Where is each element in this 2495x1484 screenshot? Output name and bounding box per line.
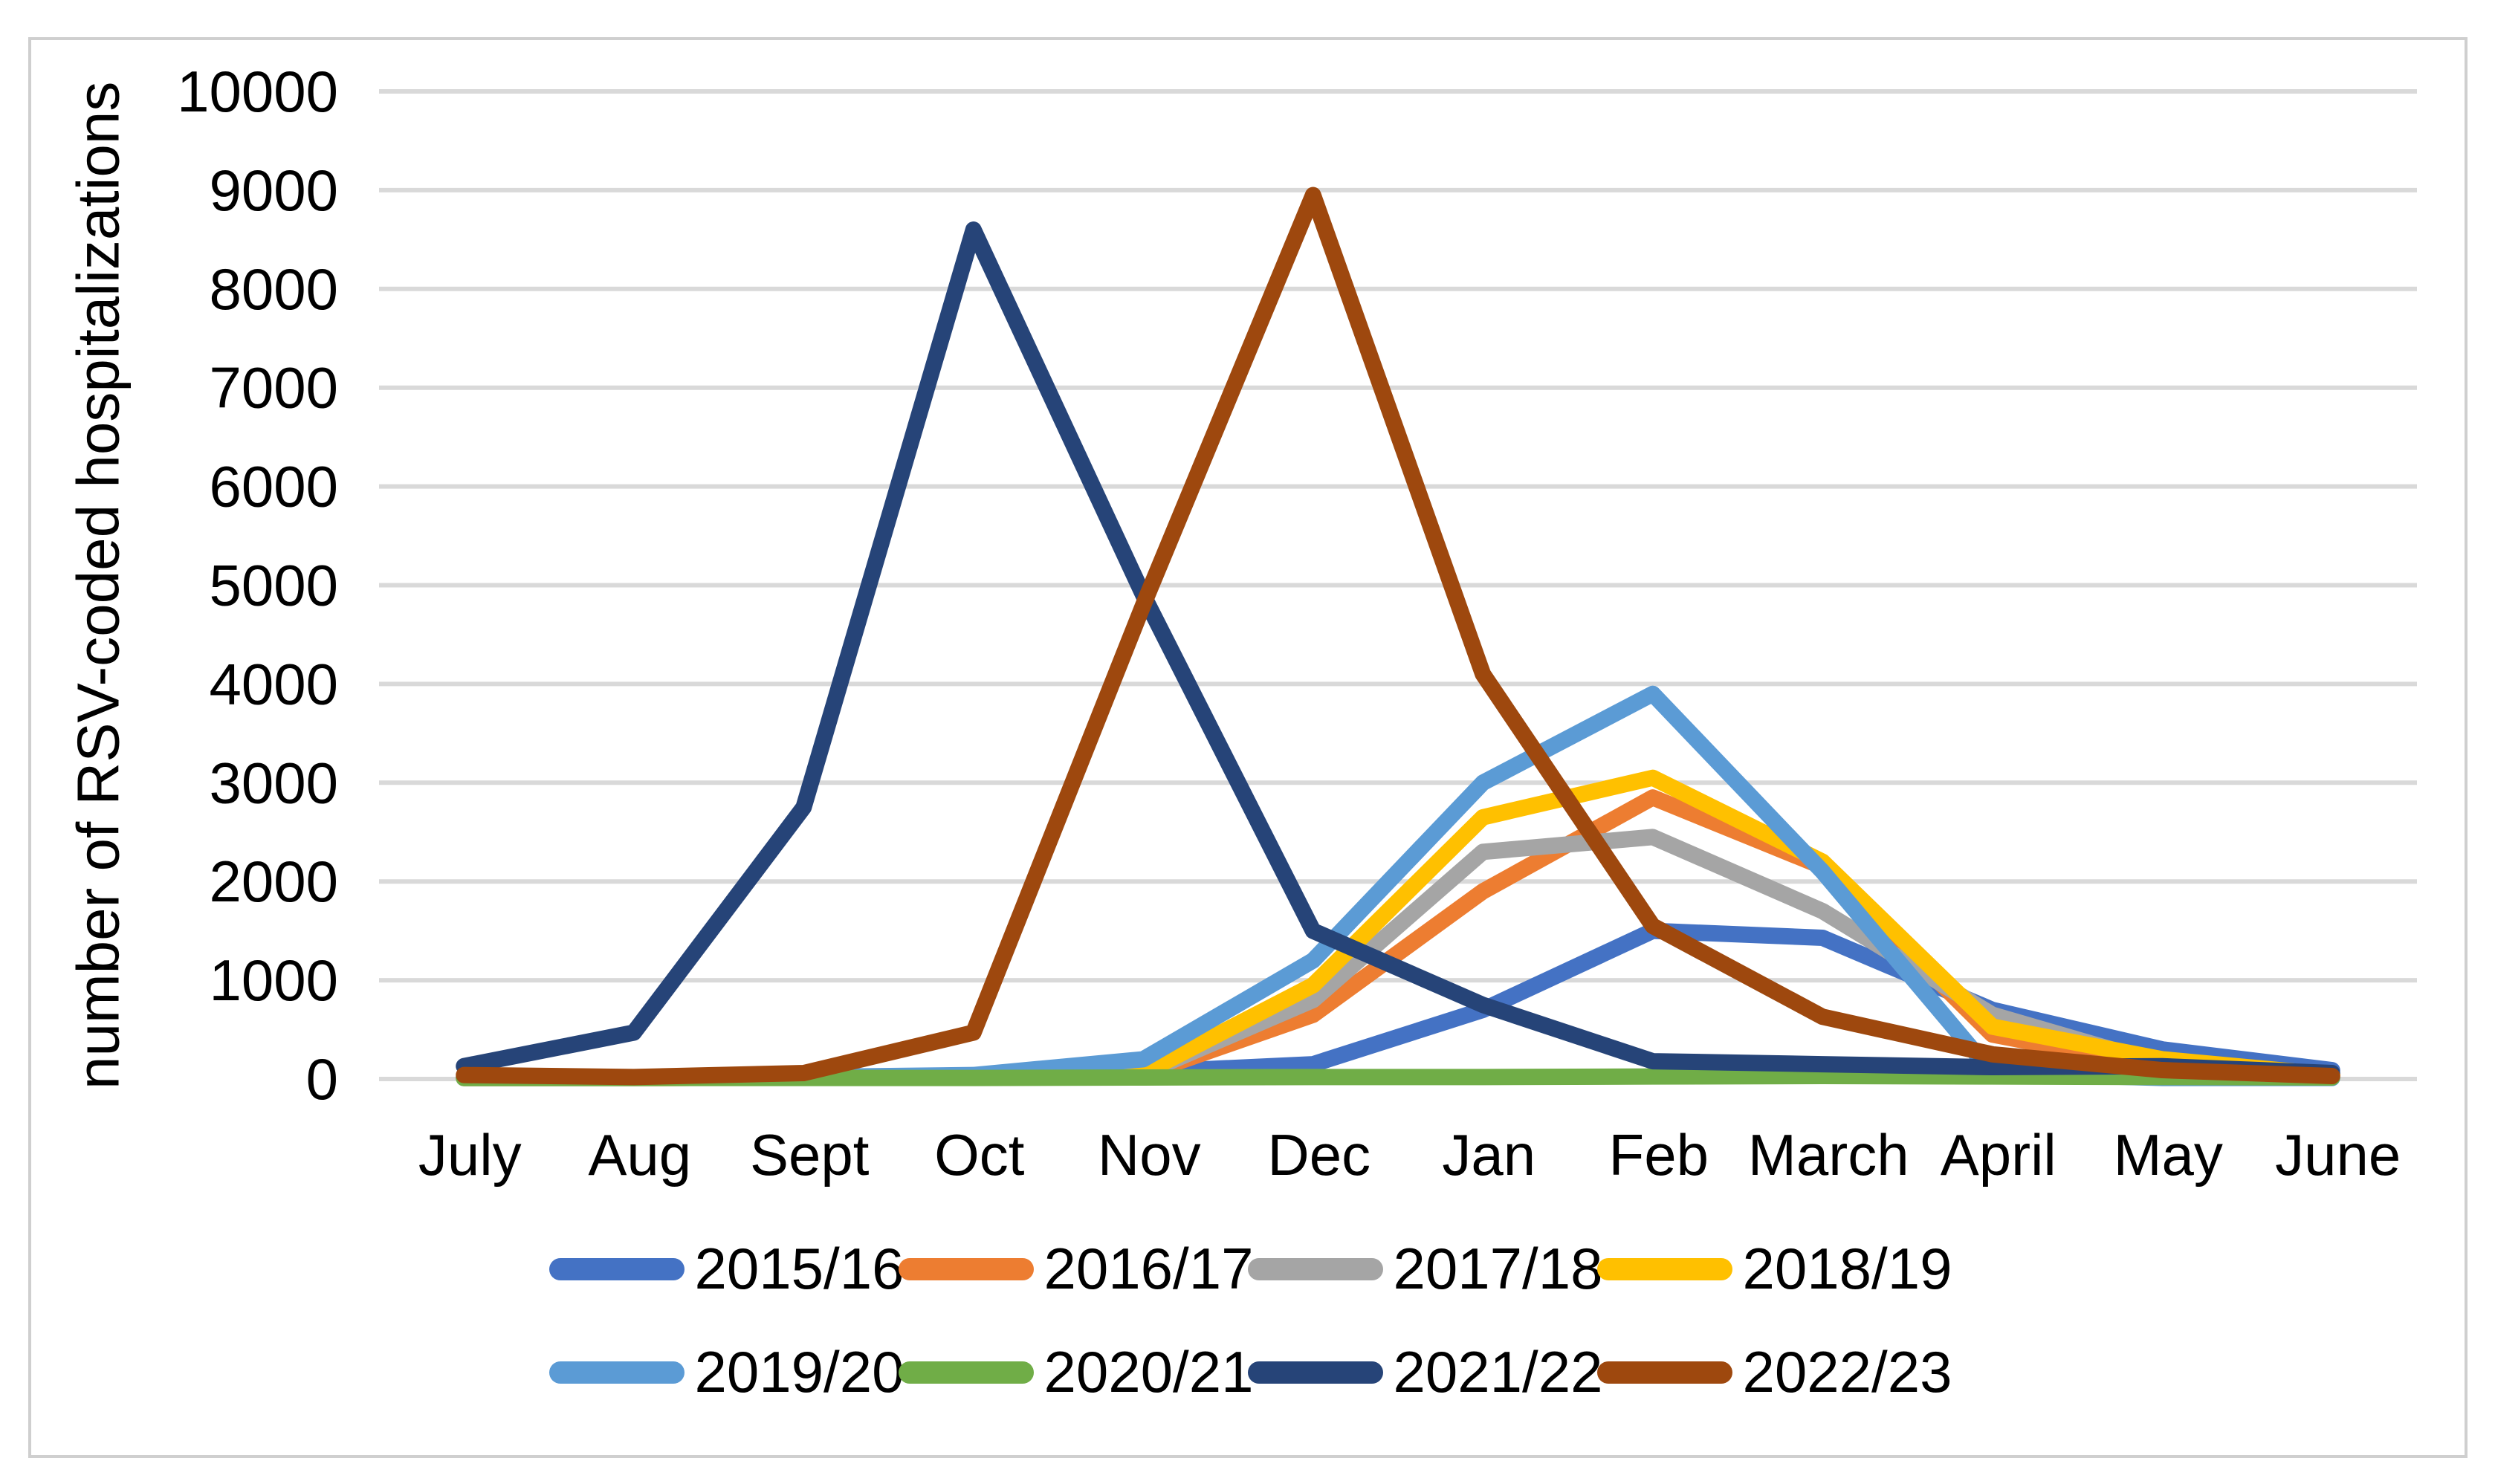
x-tick-label-Nov: Nov xyxy=(1098,1122,1201,1187)
legend-item-2016-17: 2016/17 xyxy=(898,1235,1253,1303)
legend-item-2022-23: 2022/23 xyxy=(1596,1338,1952,1406)
legend-item-2020-21: 2020/21 xyxy=(898,1338,1253,1406)
legend-label: 2021/22 xyxy=(1393,1339,1603,1404)
x-tick-label-July: July xyxy=(418,1122,522,1187)
x-tick-label-Oct: Oct xyxy=(934,1122,1025,1187)
legend-label: 2017/18 xyxy=(1393,1236,1603,1301)
y-tick-label-5000: 5000 xyxy=(209,553,338,618)
x-tick-label-Jan: Jan xyxy=(1442,1122,1535,1187)
legend-item-2017-18: 2017/18 xyxy=(1247,1235,1602,1303)
legend-label: 2020/21 xyxy=(1043,1339,1254,1404)
legend-marker-icon xyxy=(1247,1361,1383,1384)
legend-label: 2022/23 xyxy=(1742,1339,1952,1404)
legend-marker-icon xyxy=(1247,1257,1383,1280)
legend-marker-icon xyxy=(898,1361,1034,1384)
y-tick-label-8000: 8000 xyxy=(209,256,338,322)
legend-label: 2016/17 xyxy=(1043,1236,1254,1301)
legend-label: 2018/19 xyxy=(1742,1236,1952,1301)
y-tick-label-2000: 2000 xyxy=(209,849,338,914)
legend-marker-icon xyxy=(548,1361,685,1384)
x-tick-label-Sept: Sept xyxy=(750,1122,870,1187)
legend-marker-icon xyxy=(1596,1361,1732,1384)
y-tick-label-9000: 9000 xyxy=(209,158,338,223)
x-tick-label-Aug: Aug xyxy=(588,1122,691,1187)
series-line-2022-23 xyxy=(456,187,2340,1086)
y-tick-label-1000: 1000 xyxy=(209,947,338,1013)
legend-label: 2015/16 xyxy=(694,1236,905,1301)
legend-item-2021-22: 2021/22 xyxy=(1247,1338,1602,1406)
y-axis-title: number of RSV-coded hospitalizations xyxy=(65,81,132,1089)
legend: 2015/16 2016/17 2017/18 2018/19 2019/20 2020/… xyxy=(0,1235,2495,1406)
y-tick-label-0: 0 xyxy=(306,1046,338,1112)
series-line-2021-22 xyxy=(456,221,2340,1082)
y-tick-label-10000: 10000 xyxy=(177,59,338,124)
x-tick-label-April: April xyxy=(1941,1122,2056,1187)
legend-label: 2019/20 xyxy=(694,1339,905,1404)
legend-item-2015-16: 2015/16 xyxy=(548,1235,904,1303)
legend-item-2019-20: 2019/20 xyxy=(548,1338,904,1406)
x-tick-label-Dec: Dec xyxy=(1267,1122,1371,1187)
x-tick-label-March: March xyxy=(1748,1122,1909,1187)
legend-marker-icon xyxy=(1596,1257,1732,1280)
legend-row-1: 2015/16 2016/17 2017/18 2018/19 xyxy=(548,1235,1952,1303)
legend-marker-icon xyxy=(898,1257,1034,1280)
y-tick-label-4000: 4000 xyxy=(209,651,338,716)
y-tick-label-6000: 6000 xyxy=(209,454,338,519)
y-tick-label-7000: 7000 xyxy=(209,355,338,421)
x-tick-label-May: May xyxy=(2114,1122,2223,1187)
x-tick-label-Feb: Feb xyxy=(1609,1122,1709,1187)
legend-item-2018-19: 2018/19 xyxy=(1596,1235,1952,1303)
legend-marker-icon xyxy=(548,1257,685,1280)
legend-row-2: 2019/20 2020/21 2021/22 2022/23 xyxy=(548,1338,1952,1406)
x-tick-label-June: June xyxy=(2275,1122,2401,1187)
y-tick-label-3000: 3000 xyxy=(209,750,338,815)
figure-border xyxy=(28,37,2468,1458)
